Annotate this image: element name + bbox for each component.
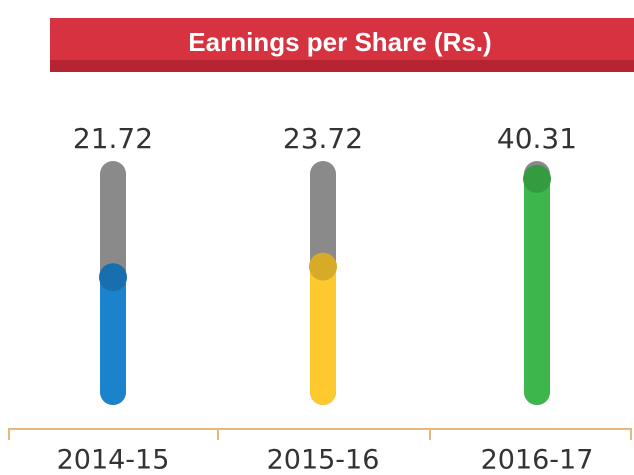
title-banner-shade xyxy=(50,60,634,72)
value-label: 23.72 xyxy=(283,122,363,155)
bar-cap xyxy=(99,263,127,292)
bar-cap xyxy=(309,252,337,281)
chart-title: Earnings per Share (Rs.) xyxy=(188,27,491,57)
x-tick-label: 2015-16 xyxy=(267,445,380,475)
x-tick-label: 2016-17 xyxy=(481,445,594,475)
value-label: 40.31 xyxy=(497,122,577,155)
bar-cap xyxy=(523,164,551,193)
x-tick-label: 2014-15 xyxy=(57,445,170,475)
value-label: 21.72 xyxy=(73,122,153,155)
